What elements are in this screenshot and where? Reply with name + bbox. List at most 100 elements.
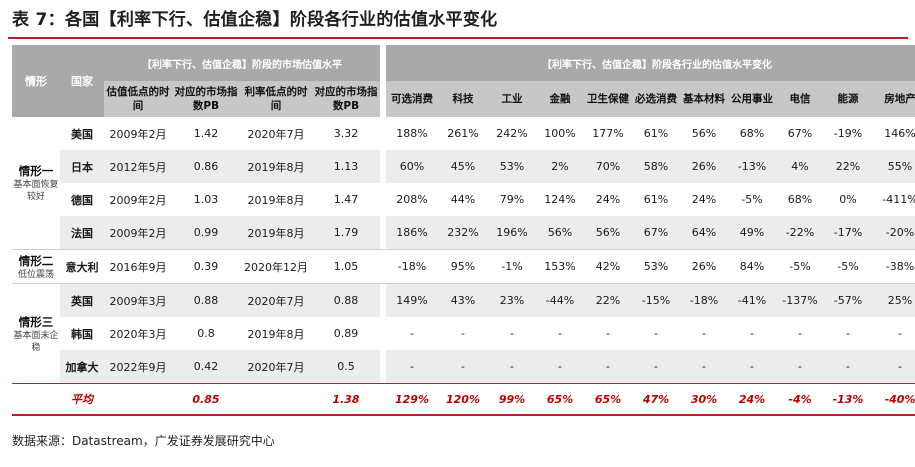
valuation-low-time: 2009年2月 — [104, 216, 172, 250]
valuation-low-time: 2009年3月 — [104, 283, 172, 317]
average-sector-change: 99% — [488, 383, 536, 416]
average-blank — [240, 383, 312, 416]
average-label: 平均 — [60, 383, 104, 416]
market-pb-at-valuation-low: 1.42 — [193, 127, 219, 140]
sector-change-cell: 26% — [680, 249, 728, 284]
sector-change-cell: -411% — [882, 193, 915, 206]
market-pb-at-valuation-low: 0.99 — [172, 216, 240, 250]
sector-change-cell: 196% — [488, 216, 536, 250]
sector-change-cell: 100% — [544, 127, 576, 140]
sector-change-cell: - — [750, 327, 754, 340]
sector-change-cell: -15% — [632, 283, 680, 317]
sector-change-cell: - — [776, 350, 824, 384]
average-sector-change: -4% — [776, 383, 824, 416]
average-sector-change: 30% — [680, 383, 728, 416]
sector-change-cell: 55% — [872, 150, 915, 183]
sector-change-cell: 177% — [592, 127, 624, 140]
sector-change-cell: 153% — [536, 249, 584, 284]
sector-change-cell: 67% — [632, 216, 680, 250]
average-pb-1: 0.85 — [172, 383, 240, 416]
sector-change-cell: 43% — [438, 283, 488, 317]
sector-change-cell: 25% — [872, 283, 915, 317]
market-pb-at-rate-low: 1.05 — [312, 249, 380, 284]
sector-change-cell: -17% — [824, 216, 872, 250]
scenario-subtitle: 基本面未企稳 — [13, 330, 59, 353]
scenario-title: 情形一 — [18, 164, 54, 178]
sector-change-cell: -22% — [776, 216, 824, 250]
table-title: 表 7：各国【利率下行、估值企稳】阶段各行业的估值水平变化 — [12, 10, 498, 30]
average-sector-change: 47% — [632, 383, 680, 416]
header-sector: 能源 — [824, 81, 872, 117]
country-cell: 美国 — [71, 127, 93, 141]
column-gap — [380, 117, 386, 150]
sector-change-cell: 67% — [787, 127, 813, 140]
column-gap — [380, 317, 386, 350]
sector-change-cell: 24% — [691, 193, 717, 206]
header-sector: 金融 — [536, 81, 584, 117]
market-pb-at-valuation-low: 1.03 — [193, 193, 219, 206]
table-row: 情形二 低位震荡 意大利 2016年9月 0.39 2020年12月 1.05 -18% 9… — [12, 249, 915, 284]
sector-change-cell: 0% — [839, 193, 857, 206]
sector-change-cell: 53% — [632, 249, 680, 284]
scenario-subtitle: 低位震荡 — [17, 269, 54, 280]
sector-change-cell: - — [898, 327, 902, 340]
sector-change-cell: - — [632, 350, 680, 384]
sector-change-cell: - — [410, 327, 414, 340]
sector-change-cell: 44% — [450, 193, 476, 206]
sector-change-cell: 22% — [584, 283, 632, 317]
valuation-low-time: 2016年9月 — [104, 249, 172, 284]
scenario-cell: 情形二 低位震荡 — [12, 249, 60, 284]
column-gap — [380, 150, 386, 183]
sector-change-cell: -19% — [833, 127, 863, 140]
country-cell: 意大利 — [60, 249, 104, 284]
scenario-cell: 情形一 基本面恢复较好 — [12, 117, 60, 250]
valuation-low-time: 2020年3月 — [109, 327, 167, 341]
sector-change-cell: 64% — [680, 216, 728, 250]
sector-change-cell: - — [584, 350, 632, 384]
sector-change-cell: 261% — [447, 127, 479, 140]
sector-change-cell: 208% — [396, 193, 428, 206]
sector-change-cell: -20% — [872, 216, 915, 250]
average-sector-change: 120% — [438, 383, 488, 416]
header-sector: 科技 — [438, 81, 488, 117]
header-sector: 公用事业 — [728, 81, 776, 117]
rate-low-time: 2020年7月 — [240, 283, 312, 317]
sector-change-cell: - — [536, 350, 584, 384]
sector-change-cell: -13% — [728, 150, 776, 183]
sector-change-cell: - — [510, 327, 514, 340]
sector-change-cell: 124% — [544, 193, 576, 206]
header-rate-low-time: 利率低点的时间 — [240, 81, 312, 117]
sector-change-cell: 49% — [728, 216, 776, 250]
header-pb-2: 对应的市场指数PB — [312, 81, 380, 117]
header-sector: 必选消费 — [632, 81, 680, 117]
sector-change-cell: 188% — [396, 127, 428, 140]
sector-change-cell: - — [702, 327, 706, 340]
sector-change-cell: - — [824, 350, 872, 384]
column-gap — [380, 216, 386, 250]
market-pb-at-rate-low: 3.32 — [333, 127, 359, 140]
market-pb-at-rate-low: 1.79 — [312, 216, 380, 250]
header-row-2: 估值低点的时间 对应的市场指数PB 利率低点的时间 对应的市场指数PB 可选消费… — [12, 81, 915, 117]
rate-low-time: 2020年7月 — [247, 127, 305, 141]
average-sector-change: -13% — [824, 383, 872, 416]
sector-change-cell: -41% — [728, 283, 776, 317]
column-gap — [380, 183, 386, 216]
table-row: 日本 2012年5月 0.86 2019年8月 1.13 60% 45% 53% 2% 70% 58… — [12, 150, 915, 183]
sector-change-cell: 4% — [776, 150, 824, 183]
sector-change-cell: 149% — [386, 283, 438, 317]
sector-change-cell: 95% — [438, 249, 488, 284]
country-cell: 德国 — [71, 193, 93, 207]
sector-change-cell: - — [846, 327, 850, 340]
average-sector-change: 65% — [584, 383, 632, 416]
country-cell: 法国 — [60, 216, 104, 250]
sector-change-cell: - — [872, 350, 915, 384]
header-country: 国家 — [60, 45, 104, 117]
sector-change-cell: -18% — [386, 249, 438, 284]
table-row: 法国 2009年2月 0.99 2019年8月 1.79 186% 232% 196% 56% 5… — [12, 216, 915, 250]
sector-change-cell: - — [680, 350, 728, 384]
sector-change-cell: 84% — [728, 249, 776, 284]
rate-low-time: 2020年7月 — [240, 350, 312, 384]
sector-change-cell: 242% — [496, 127, 528, 140]
sector-change-cell: 68% — [787, 193, 813, 206]
market-pb-at-rate-low: 0.89 — [333, 327, 359, 340]
